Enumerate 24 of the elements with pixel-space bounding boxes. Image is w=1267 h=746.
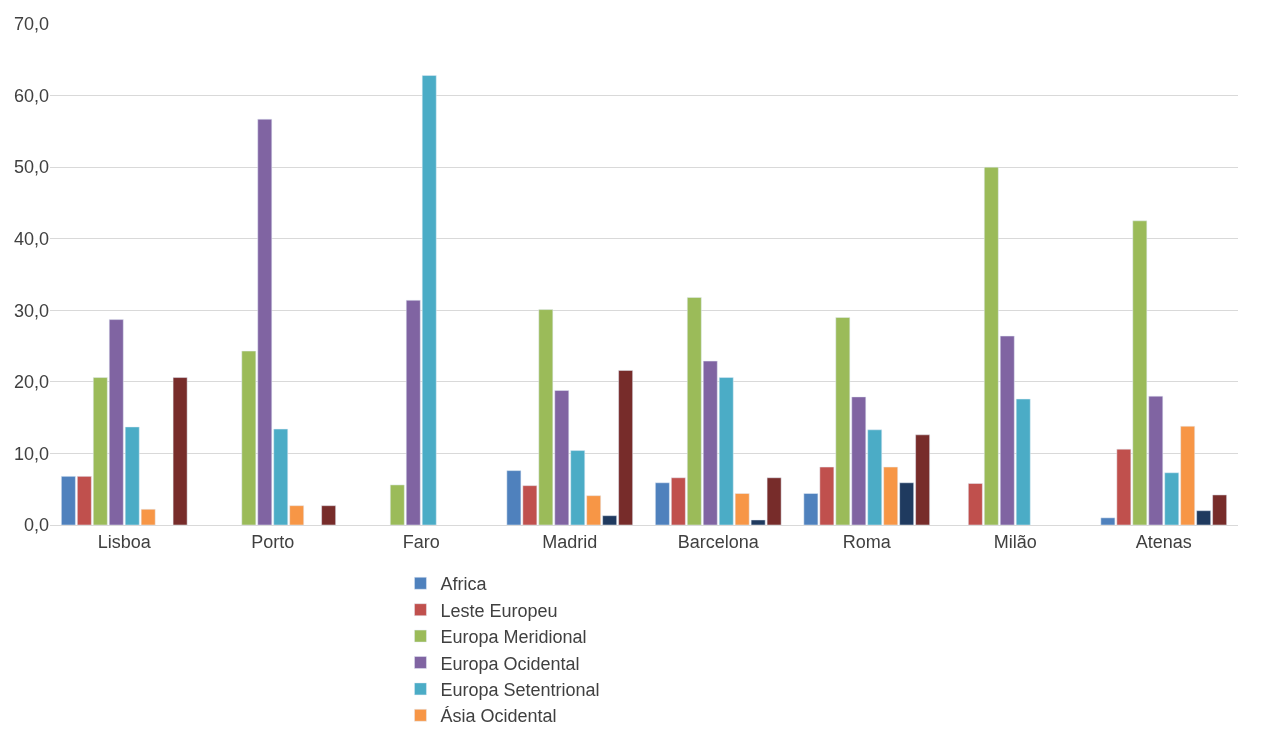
bar: [172, 377, 188, 525]
bar: [321, 505, 336, 525]
x-tick-label: Barcelona: [677, 531, 760, 552]
x-tick-label: Porto: [251, 531, 295, 552]
y-tick-label: 20,0: [13, 372, 49, 393]
y-tick-label: 0,0: [23, 515, 49, 536]
x-tick-label: Milão: [993, 531, 1037, 552]
y-tick-label: 70,0: [13, 14, 49, 35]
y-tick-label: 30,0: [13, 300, 49, 321]
x-tick-label: Atenas: [1135, 531, 1192, 552]
y-tick-label: 40,0: [13, 229, 49, 250]
legend-label: Europa Ocidental: [440, 653, 580, 674]
x-tick-label: Roma: [842, 531, 892, 552]
x-tick-label: Madrid: [542, 531, 598, 552]
x-tick-label: Lisboa: [97, 531, 152, 552]
y-tick-label: 10,0: [13, 443, 49, 464]
legend-label: Africa: [440, 574, 488, 595]
y-tick-label: 50,0: [13, 157, 49, 178]
legend-label: Europa Setentrional: [440, 679, 600, 700]
legend-label: Leste Europeu: [440, 600, 558, 621]
legend-label: Ásia Ocidental: [440, 706, 557, 727]
legend-label: Europa Meridional: [440, 627, 587, 648]
x-tick-label: Faro: [402, 531, 440, 552]
y-tick-label: 60,0: [13, 85, 49, 106]
